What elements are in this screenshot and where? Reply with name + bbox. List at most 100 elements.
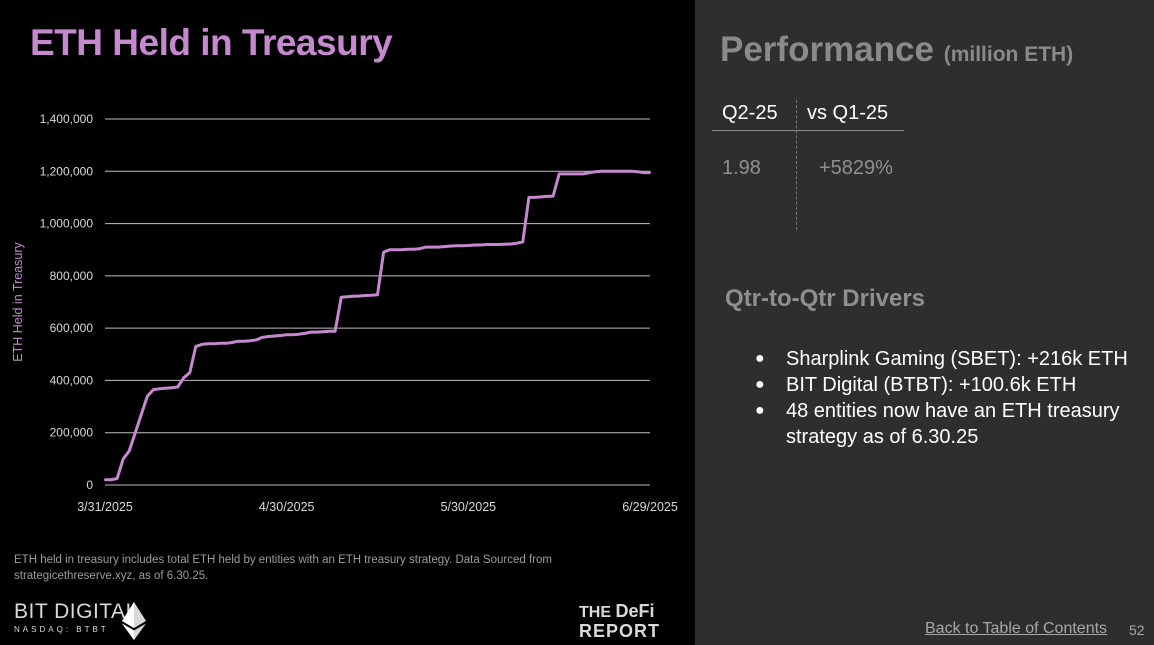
data-point	[279, 334, 282, 337]
data-point	[467, 244, 470, 247]
data-point	[188, 371, 191, 374]
data-point	[539, 195, 543, 199]
data-point	[121, 457, 125, 461]
y-tick-label: 400,000	[50, 373, 94, 387]
data-point	[134, 431, 137, 434]
data-point	[164, 387, 167, 390]
data-point	[382, 251, 385, 254]
data-point	[618, 170, 621, 173]
data-point	[273, 334, 276, 338]
data-point	[158, 387, 161, 390]
data-point	[388, 248, 391, 251]
data-point	[648, 171, 652, 174]
data-point	[115, 477, 119, 480]
data-point	[600, 170, 603, 173]
data-point	[370, 294, 373, 297]
eth-treasury-series-line	[105, 169, 650, 482]
back-to-contents-link[interactable]: Back to Table of Contents	[925, 620, 1108, 637]
y-tick-label: 200,000	[50, 426, 94, 440]
brand-name: BIT DIGITAL	[14, 600, 138, 623]
data-point	[237, 340, 240, 343]
defi-report-logo: THE DeFi REPORT	[579, 602, 660, 641]
y-tick-label: 1,000,000	[40, 217, 94, 231]
list-item: ● Sharplink Gaming (SBET): +216k ETH	[755, 346, 1145, 372]
data-point	[406, 247, 409, 251]
data-point	[418, 247, 422, 250]
data-point	[218, 342, 222, 345]
data-point	[533, 196, 537, 199]
data-point	[479, 243, 482, 247]
page-number: 52	[1129, 622, 1145, 638]
data-point	[527, 196, 531, 199]
column-divider	[796, 100, 797, 230]
data-point	[297, 332, 300, 336]
data-point	[128, 449, 131, 453]
data-point	[455, 244, 458, 247]
data-point	[194, 345, 198, 348]
data-point	[588, 171, 591, 174]
performance-title-text: Performance	[720, 30, 934, 69]
data-point	[103, 478, 107, 481]
driver-text: Sharplink Gaming (SBET): +216k ETH	[786, 348, 1128, 370]
data-point	[576, 172, 579, 176]
data-point	[612, 170, 615, 173]
data-point	[182, 376, 185, 380]
y-axis-label: ETH Held in Treasury	[11, 242, 25, 362]
data-point	[146, 394, 149, 398]
ethereum-icon	[122, 602, 146, 640]
data-point	[267, 335, 270, 338]
data-point	[291, 333, 294, 336]
data-point	[594, 170, 597, 174]
data-point	[346, 295, 349, 298]
data-point	[606, 170, 609, 173]
data-point	[551, 194, 555, 198]
data-point	[630, 170, 634, 173]
data-point	[557, 172, 561, 176]
performance-panel	[695, 0, 1154, 645]
data-point	[503, 243, 506, 246]
brand-ticker: NASDAQ: BTBT	[14, 625, 109, 634]
data-point	[497, 243, 500, 246]
drivers-list: ● Sharplink Gaming (SBET): +216k ETH ● BIT…	[755, 346, 1145, 450]
data-point	[515, 241, 518, 245]
data-point	[352, 295, 355, 298]
data-point	[424, 245, 428, 249]
data-point	[358, 294, 361, 298]
data-point	[230, 341, 234, 344]
data-point	[485, 243, 488, 246]
data-point	[400, 248, 403, 251]
data-point	[339, 296, 343, 299]
data-point	[442, 245, 446, 248]
x-tick-label: 3/31/2025	[77, 500, 133, 514]
data-point	[200, 343, 204, 346]
footnote-line-2: strategicethreserve.xyz, as of 6.30.25.	[14, 570, 209, 582]
data-point	[285, 333, 288, 336]
list-item: ● 48 entities now have an ETH treasury st…	[755, 398, 1145, 450]
performance-title: Performance (million ETH)	[720, 30, 1073, 70]
data-point	[303, 332, 307, 335]
footnote: ETH held in treasury includes total ETH …	[14, 552, 634, 584]
defi-logo-the: THE	[579, 604, 611, 621]
y-tick-label: 0	[86, 478, 93, 492]
data-point	[140, 413, 143, 416]
data-point	[624, 170, 627, 173]
col-header-vs-q1: vs Q1-25	[807, 102, 889, 124]
data-point	[327, 330, 331, 333]
data-point	[212, 342, 216, 346]
data-point	[509, 242, 512, 246]
data-point	[521, 240, 525, 244]
data-point	[436, 245, 440, 249]
data-point	[412, 247, 416, 251]
value-vs-q1: +5829%	[819, 157, 893, 179]
eth-treasury-line-chart: 0 200,000 400,000 600,000 800,000 1,000,000 1,…	[11, 112, 678, 514]
header-divider	[712, 130, 904, 131]
driver-text: BIT Digital (BTBT): +100.6k ETH	[786, 374, 1077, 396]
data-point	[249, 339, 252, 342]
defi-logo-defi: DeFi	[615, 601, 655, 621]
data-point	[176, 385, 179, 389]
drivers-title: Qtr-to-Qtr Drivers	[725, 285, 926, 312]
x-tick-label: 4/30/2025	[259, 500, 315, 514]
defi-logo-report: REPORT	[579, 621, 661, 641]
data-point	[261, 336, 264, 339]
footnote-line-1: ETH held in treasury includes total ETH …	[14, 554, 552, 566]
